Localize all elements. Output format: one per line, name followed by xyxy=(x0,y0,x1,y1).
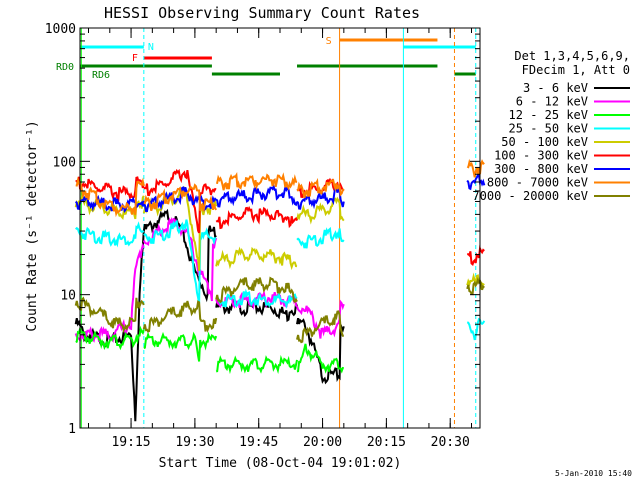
series-line xyxy=(215,276,298,304)
series-line xyxy=(74,296,145,333)
y-tick-label: 10 xyxy=(60,289,76,304)
legend-entry-label: 7000 - 20000 keV xyxy=(472,189,588,203)
legend-entry-label: 12 - 25 keV xyxy=(509,108,588,122)
axes: 1 10 100 1000 19:15 19:30 19:45 20:00 20:15 20:30 xyxy=(45,22,481,450)
series-line xyxy=(296,177,345,199)
series-line xyxy=(296,196,345,225)
series-line xyxy=(296,310,344,344)
y-tick-label: 1 xyxy=(68,422,76,437)
legend: Det 1,3,4,5,6,9,FDecim 1, Att 0 3 - 6 keV… xyxy=(472,49,630,203)
series-line xyxy=(466,158,485,178)
series-line xyxy=(75,176,145,218)
x-tick-label: 19:45 xyxy=(239,435,278,450)
x-tick-label: 20:00 xyxy=(303,435,342,450)
series-line xyxy=(296,343,344,374)
x-tick-label: 20:15 xyxy=(367,435,406,450)
legend-entry-label: 6 - 12 keV xyxy=(516,95,588,109)
y-tick-label: 100 xyxy=(53,155,76,170)
series-line xyxy=(466,276,485,296)
flag-bars: NF S RD0 RD6 xyxy=(56,36,476,81)
x-tick-label: 20:30 xyxy=(431,435,470,450)
timestamp: 5-Jan-2010 15:40 xyxy=(555,469,632,478)
y-tick-label: 1000 xyxy=(45,22,76,37)
series-line xyxy=(215,246,298,271)
flag-s-label: S xyxy=(326,36,332,47)
series-line xyxy=(75,176,145,204)
flag-n-label: N xyxy=(148,42,154,53)
series-line xyxy=(215,354,298,375)
flag-f-label: F xyxy=(132,53,138,64)
legend-header: Det 1,3,4,5,6,9, xyxy=(514,49,630,63)
x-tick-label: 19:15 xyxy=(111,435,150,450)
series-line xyxy=(467,244,485,266)
series-line xyxy=(142,300,218,333)
x-axis-label: Start Time (08-Oct-04 19:01:02) xyxy=(159,456,402,471)
series-line xyxy=(143,183,218,212)
series-line xyxy=(143,219,217,304)
legend-header: FDecim 1, Att 0 xyxy=(522,63,630,77)
legend-entry-label: 50 - 100 keV xyxy=(501,135,588,149)
series-line xyxy=(215,297,298,323)
series-line xyxy=(215,206,298,230)
flag-rd0-label: RD0 xyxy=(56,62,74,73)
series-line xyxy=(74,242,145,344)
series-line xyxy=(296,318,345,385)
series-line xyxy=(143,168,217,234)
y-axis-label: Count Rate (s⁻¹ detector⁻¹) xyxy=(25,120,40,331)
series-line xyxy=(466,173,486,191)
legend-entry-label: 3 - 6 keV xyxy=(523,81,588,95)
series-layer xyxy=(74,158,486,422)
flag-rd6-label: RD6 xyxy=(92,70,110,81)
chart-title: HESSI Observing Summary Count Rates xyxy=(104,4,420,22)
series-line xyxy=(142,208,217,303)
series-line xyxy=(75,221,145,248)
series-line xyxy=(215,288,298,309)
series-line xyxy=(296,299,345,339)
series-line xyxy=(215,184,298,208)
series-line xyxy=(466,317,486,341)
series-line xyxy=(143,331,218,362)
series-line xyxy=(296,226,345,249)
legend-entry-label: 800 - 7000 keV xyxy=(487,176,588,190)
legend-entry-label: 25 - 50 keV xyxy=(509,122,588,136)
legend-entry-label: 300 - 800 keV xyxy=(494,162,588,176)
legend-entry-label: 100 - 300 keV xyxy=(494,149,588,163)
series-line xyxy=(216,171,298,191)
series-line xyxy=(74,230,145,422)
x-tick-label: 19:30 xyxy=(175,435,214,450)
series-line xyxy=(75,325,145,351)
